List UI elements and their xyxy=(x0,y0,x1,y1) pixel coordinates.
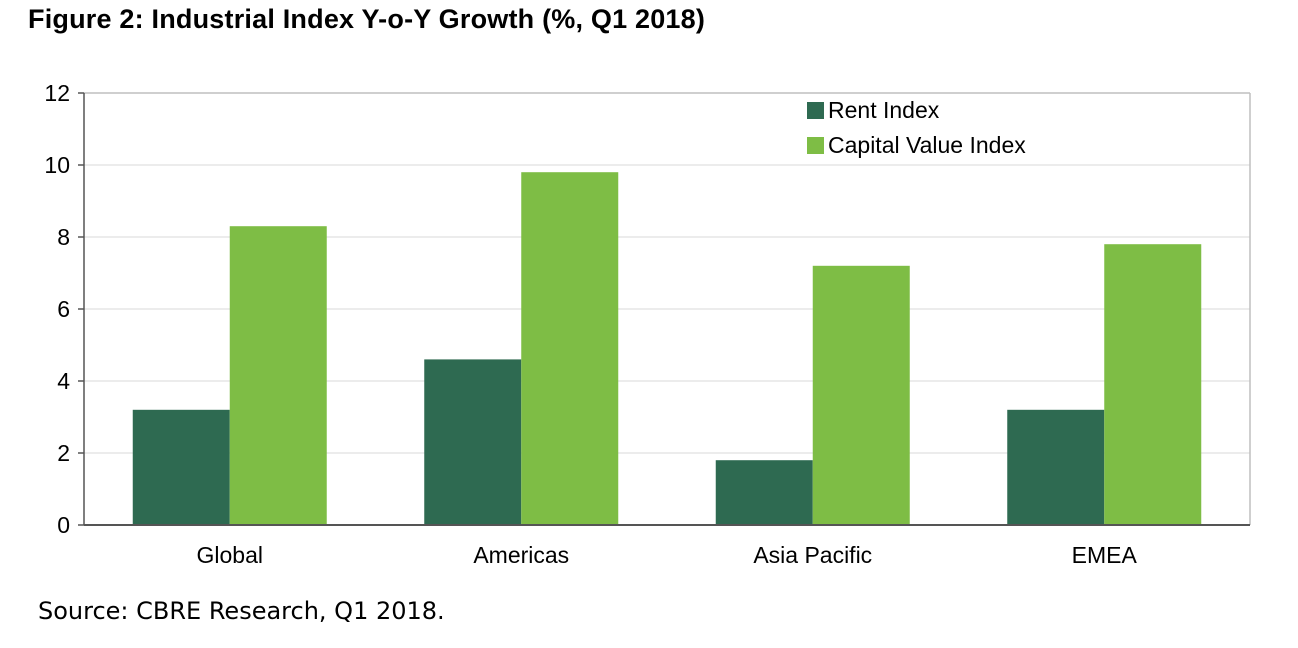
x-tick-label: Americas xyxy=(473,542,569,568)
x-tick-label: Global xyxy=(197,542,263,568)
y-tick-label: 2 xyxy=(57,440,70,466)
rent-index-bar xyxy=(1007,409,1105,525)
y-tick-label: 12 xyxy=(44,80,70,106)
axes xyxy=(78,92,1251,526)
legend-label: Rent Index xyxy=(828,97,940,123)
legend-swatch xyxy=(807,137,824,154)
y-tick-label: 4 xyxy=(57,368,70,394)
x-tick-label: EMEA xyxy=(1072,542,1138,568)
rent-index-bar xyxy=(424,359,522,525)
bars xyxy=(132,172,1202,525)
x-tick-labels: Global Americas Asia Pacific EMEA xyxy=(197,542,1138,568)
rent-index-bar xyxy=(132,409,230,525)
x-tick-label: Asia Pacific xyxy=(753,542,872,568)
capital-value-index-bar xyxy=(521,172,619,525)
legend-label: Capital Value Index xyxy=(828,132,1026,158)
y-tick-label: 0 xyxy=(57,512,70,538)
y-tick-labels: 0 2 4 6 8 10 12 xyxy=(44,80,70,538)
source-note: Source: CBRE Research, Q1 2018. xyxy=(38,597,445,625)
legend: Rent Index Capital Value Index xyxy=(807,97,1026,158)
capital-value-index-bar xyxy=(1104,244,1202,525)
y-tick-label: 8 xyxy=(57,224,70,250)
y-tick-label: 6 xyxy=(57,296,70,322)
rent-index-bar xyxy=(715,460,813,525)
y-tick-label: 10 xyxy=(44,152,70,178)
capital-value-index-bar xyxy=(812,265,910,525)
legend-swatch xyxy=(807,102,824,119)
capital-value-index-bar xyxy=(229,226,327,525)
chart-title: Figure 2: Industrial Index Y-o-Y Growth … xyxy=(28,4,706,34)
